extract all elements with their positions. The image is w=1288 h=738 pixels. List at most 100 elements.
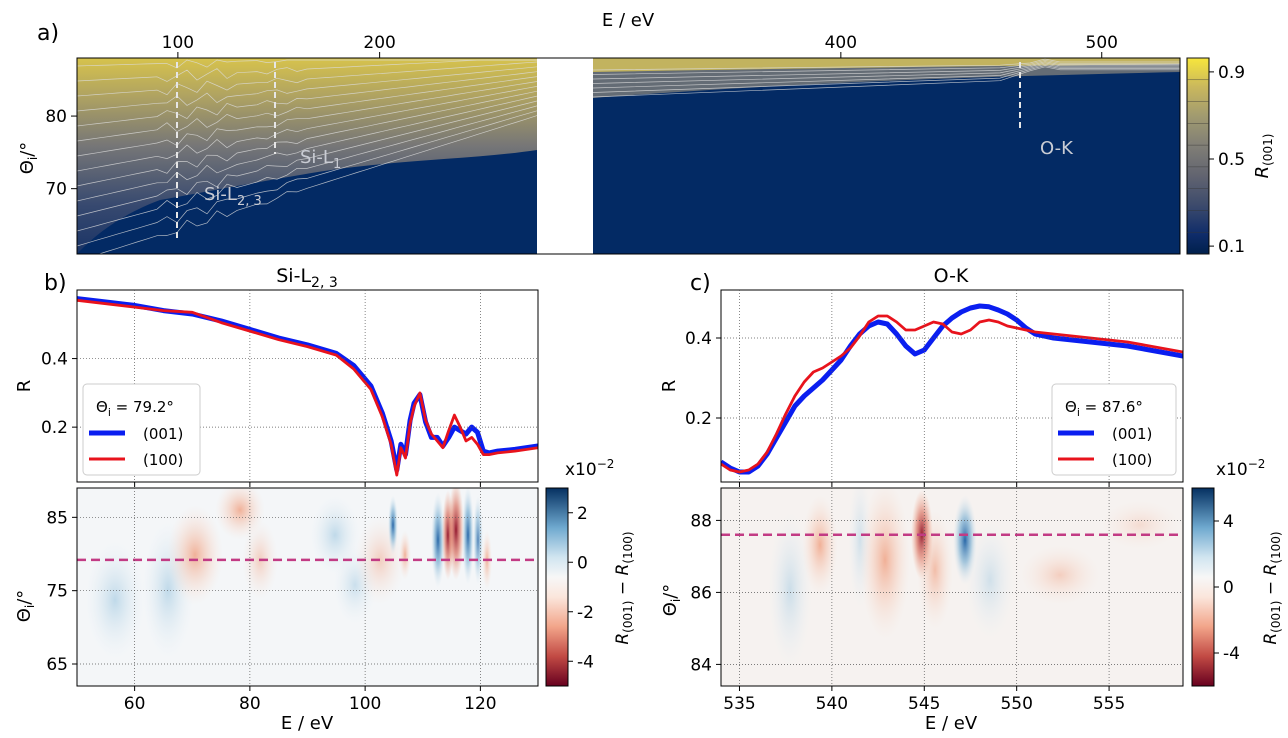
a-contour-line <box>592 63 1180 89</box>
a-cbar-tick-label: 0.1 <box>1218 237 1245 257</box>
a-xtick-label: 200 <box>363 33 395 53</box>
panel-c-xlabel: E / eV <box>925 713 978 734</box>
a-ytick-label: 70 <box>45 180 67 200</box>
panel-c-bottom-axes: 535 540 545 550 555 84 86 88 <box>690 488 1183 714</box>
panel-b-colorbar: 2 0 -2 -4 x10−2 R(001) − R(100) <box>545 457 635 687</box>
legend-c-label-001: (001) <box>1112 425 1152 443</box>
panel-b-legend: Θi = 79.2° (001) (100) <box>82 383 201 476</box>
panel-a-xlabel: E / eV <box>602 10 655 31</box>
panel-c-line-plot <box>721 303 1183 475</box>
xtick-label: 540 <box>816 694 848 714</box>
a-contour-line <box>592 62 1180 84</box>
legend-b-label-100: (100) <box>143 451 183 469</box>
panel-b-ylabel-top: R <box>14 380 35 393</box>
panel-c-letter: c) <box>690 271 711 296</box>
xtick-label: 120 <box>464 694 496 714</box>
a-contour-line <box>77 76 538 142</box>
a-contour-line <box>77 81 538 157</box>
xtick-label: 80 <box>239 694 261 714</box>
legend-b-label-001: (001) <box>143 425 183 443</box>
a-contour-line <box>592 58 1180 71</box>
a-contour-line <box>77 61 538 97</box>
panel-c-colorbar: 4 0 -4 x10−2 R(001) − R(100) <box>1191 457 1283 687</box>
panel-c-cbar-exponent: x10−2 <box>1216 457 1265 480</box>
panel-c-diff-heatmap <box>721 488 1183 686</box>
cbar-tick-label: -4 <box>577 652 594 672</box>
ytick-label: 65 <box>46 655 68 675</box>
panel-b-cbar-label: R(001) − R(100) <box>613 531 635 644</box>
ytick-label: 0.4 <box>685 329 712 349</box>
ytick-label: 0.2 <box>685 409 712 429</box>
panel-b-cbar-exponent: x10−2 <box>565 457 614 480</box>
a-contour-line <box>592 61 1180 80</box>
a-cbar-tick-label: 0.9 <box>1218 63 1245 83</box>
series-line-100 <box>77 298 538 477</box>
ytick-label: 86 <box>690 583 712 603</box>
xtick-label: 60 <box>124 694 146 714</box>
a-contour-line <box>77 59 537 82</box>
panel-b-title: Si-L2, 3 <box>276 265 338 291</box>
panel-b-line-plot <box>77 296 538 477</box>
cbar-tick-label: 2 <box>577 504 588 524</box>
svg-text:Θi/°: Θi/° <box>14 590 37 623</box>
panel-c-legend-title: Θi = 87.6° <box>1065 398 1143 419</box>
ytick-label: 75 <box>46 582 68 602</box>
legend-c-label-100: (100) <box>1112 451 1152 469</box>
a-contour-line <box>592 59 1180 75</box>
a-contour-line <box>77 66 538 112</box>
panel-b-xlabel: E / eV <box>281 713 334 734</box>
panel-b-diff-heatmap <box>77 488 538 686</box>
ytick-label: 84 <box>690 655 712 675</box>
panel-c-title: O-K <box>934 265 969 287</box>
svg-text:Θi/°: Θi/° <box>17 142 40 175</box>
a-contour-line <box>77 59 537 69</box>
ytick-label: 0.2 <box>41 418 68 438</box>
svg-text:Θi/°: Θi/° <box>660 584 683 617</box>
a-contour-line <box>77 110 538 247</box>
panel-c-ylabel-top: R <box>659 380 680 393</box>
panel-b-letter: b) <box>44 271 67 296</box>
svg-text:Si-L2, 3: Si-L2, 3 <box>276 265 338 291</box>
a-contour-line <box>592 65 1180 93</box>
xtick-label: 550 <box>1000 694 1032 714</box>
cbar-tick-label: 4 <box>1223 512 1234 532</box>
panel-c-cbar-label: R(001) − R(100) <box>1261 531 1283 644</box>
a-contour-line <box>77 71 538 127</box>
cbar-tick-label: 0 <box>577 553 588 573</box>
xtick-label: 555 <box>1093 694 1125 714</box>
a-xtick-label: 500 <box>1086 33 1118 53</box>
cbar-tick-label: -2 <box>577 603 594 623</box>
a-contour-line <box>592 66 1180 98</box>
a-contour-line <box>77 86 538 172</box>
a-contour-line <box>77 100 538 217</box>
panel-a-letter: a) <box>37 21 59 46</box>
xtick-label: 100 <box>349 694 381 714</box>
panel-b-ylabel-bottom: Θi/° <box>14 590 37 623</box>
panel-c-top-axes: 0.2 0.4 <box>685 290 1183 487</box>
panel-a-axes: 100 200 400 500 70 80 <box>45 33 1118 200</box>
panel-b-bottom-axes: 60 80 100 120 65 75 85 <box>46 488 538 714</box>
ytick-label: 85 <box>46 508 68 528</box>
ytick-label: 88 <box>690 511 712 531</box>
cbar-tick-label: 0 <box>1223 578 1234 598</box>
panel-c-legend: Θi = 87.6° (001) (100) <box>1051 383 1177 476</box>
panel-a-cbar-label: R(001) <box>1252 134 1275 179</box>
panel-a-ylabel: Θi/° <box>17 142 40 175</box>
panel-c-ylabel-bottom: Θi/° <box>660 584 683 617</box>
a-contour-line <box>98 115 538 254</box>
series-line-001 <box>721 303 1183 475</box>
a-xtick-label: 400 <box>825 33 857 53</box>
a-contour-line <box>77 95 538 202</box>
a-cbar-tick-label: 0.5 <box>1218 150 1245 170</box>
panel-a-colorbar: 0.1 0.5 0.9 R(001) <box>1186 57 1275 257</box>
a-contour-line <box>77 90 538 187</box>
a-ytick-label: 80 <box>45 107 67 127</box>
series-line-100 <box>721 314 1183 474</box>
a-xtick-label: 100 <box>162 33 194 53</box>
panel-a-gap <box>537 58 593 254</box>
a-contour-line <box>77 105 538 232</box>
xtick-label: 535 <box>723 694 755 714</box>
panel-a-heatmap <box>77 58 1180 254</box>
